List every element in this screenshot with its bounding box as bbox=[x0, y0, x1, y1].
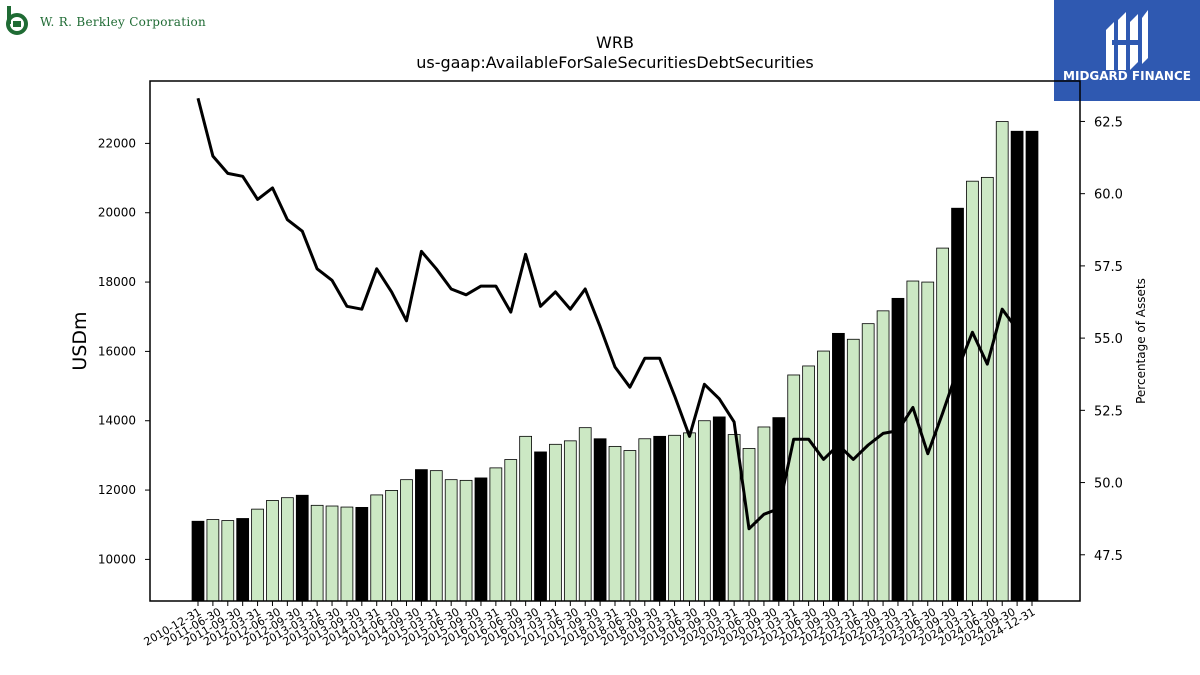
bar-quarter bbox=[623, 450, 637, 602]
y2-tick-label: 57.5 bbox=[1094, 260, 1123, 275]
bar-annual bbox=[355, 506, 369, 602]
bar-quarter bbox=[608, 445, 622, 602]
bar-quarter bbox=[563, 440, 577, 602]
y-tick-label: 14000 bbox=[98, 414, 136, 428]
bar-quarter bbox=[444, 479, 458, 602]
y2-tick-label: 52.5 bbox=[1094, 404, 1123, 419]
bar-quarter bbox=[817, 350, 830, 602]
midgard-logo-icon bbox=[1106, 10, 1148, 70]
bar-annual bbox=[534, 451, 547, 602]
y-tick-label: 12000 bbox=[98, 483, 136, 497]
bar-quarter bbox=[802, 365, 815, 602]
bar-quarter bbox=[519, 435, 533, 602]
bar-annual bbox=[474, 477, 488, 602]
bar-annual bbox=[1010, 130, 1024, 602]
company-name: W. R. Berkley Corporation bbox=[40, 15, 207, 29]
bar-quarter bbox=[861, 323, 875, 602]
bar-quarter bbox=[206, 519, 220, 602]
y2-tick-label: 50.0 bbox=[1094, 477, 1123, 492]
berkley-emblem-icon bbox=[6, 6, 28, 35]
bar-annual bbox=[712, 416, 726, 602]
y-tick-label: 16000 bbox=[98, 344, 136, 358]
bar-annual bbox=[593, 438, 607, 602]
bar-quarter bbox=[266, 500, 279, 602]
bar-quarter bbox=[683, 432, 696, 602]
bar-quarter bbox=[876, 310, 890, 602]
y2-tick-label: 60.0 bbox=[1094, 188, 1123, 203]
bar-annual bbox=[653, 435, 667, 602]
bar-quarter bbox=[221, 520, 235, 602]
bar-annual bbox=[295, 494, 309, 602]
company-logo: W. R. Berkley Corporation bbox=[4, 4, 234, 40]
bar-quarter bbox=[340, 506, 354, 602]
bar-annual bbox=[832, 332, 845, 602]
bar-quarter bbox=[429, 470, 443, 602]
brand-name: MIDGARD FINANCE bbox=[1063, 69, 1191, 83]
midgard-finance-badge: MIDGARD FINANCE bbox=[1054, 0, 1200, 101]
bar-quarter bbox=[966, 180, 979, 602]
bar-quarter bbox=[459, 479, 473, 602]
y-tick-label: 18000 bbox=[98, 275, 136, 289]
chart-subtitle: us-gaap:AvailableForSaleSecuritiesDebtSe… bbox=[416, 53, 814, 72]
percentage-of-assets-line bbox=[196, 97, 1019, 531]
bar-annual bbox=[1025, 130, 1039, 602]
bar-quarter bbox=[385, 490, 398, 602]
bar-annual bbox=[236, 518, 250, 602]
y2-axis-label: Percentage of Assets bbox=[1134, 278, 1148, 404]
bar-quarter bbox=[251, 508, 264, 602]
bar-quarter bbox=[400, 479, 413, 602]
y2-tick-label: 47.5 bbox=[1094, 549, 1123, 564]
bars bbox=[191, 121, 1039, 602]
y-tick-label: 20000 bbox=[98, 206, 136, 220]
bar-quarter bbox=[489, 467, 503, 602]
bar-annual bbox=[951, 207, 964, 602]
bar-quarter bbox=[325, 505, 339, 602]
y-axis-label: USDm bbox=[69, 311, 91, 370]
bar-quarter bbox=[698, 420, 711, 602]
bar-quarter bbox=[280, 497, 294, 602]
bar-quarter bbox=[638, 438, 652, 602]
bar-quarter bbox=[906, 280, 920, 602]
chart-title: WRB bbox=[596, 33, 634, 52]
bar-annual bbox=[891, 297, 905, 602]
y2-tick-label: 55.0 bbox=[1094, 332, 1123, 347]
bar-annual bbox=[191, 520, 205, 602]
bar-quarter bbox=[578, 427, 592, 602]
bar-quarter bbox=[995, 121, 1009, 602]
bar-quarter bbox=[668, 434, 681, 602]
bar-quarter bbox=[980, 176, 994, 602]
y-tick-label: 10000 bbox=[98, 552, 136, 566]
y2-tick-label: 62.5 bbox=[1094, 115, 1123, 130]
y-tick-label: 22000 bbox=[98, 136, 136, 150]
bar-annual bbox=[415, 469, 428, 602]
bar-quarter bbox=[787, 374, 801, 602]
bar-quarter bbox=[370, 494, 384, 602]
percentage-line-series bbox=[196, 97, 1019, 531]
bar-quarter bbox=[846, 338, 860, 602]
bar-quarter bbox=[310, 504, 324, 602]
bar-quarter bbox=[549, 443, 562, 602]
bar-quarter bbox=[504, 459, 518, 602]
